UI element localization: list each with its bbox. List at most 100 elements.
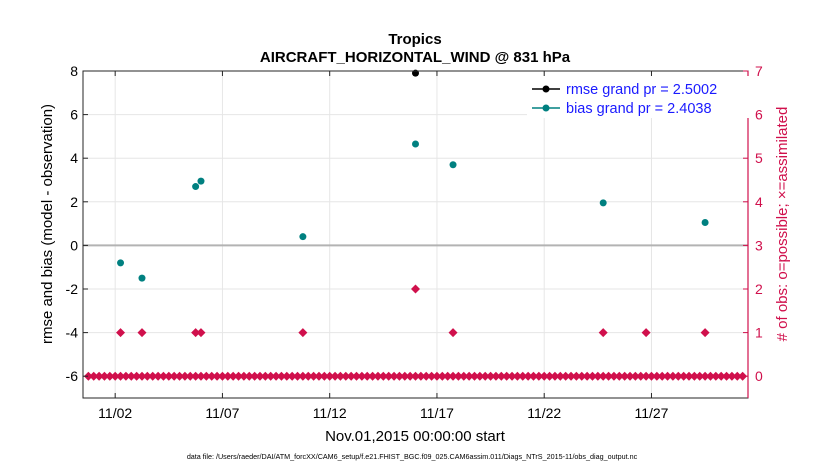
y-tick-label-left: -6	[66, 368, 79, 384]
bias-point	[197, 177, 205, 185]
bias-point	[449, 161, 457, 169]
bias-point	[599, 199, 607, 207]
obs-count-marker	[464, 371, 474, 381]
axis-ticks: 11/02 11/07 11/12 11/17 11/22 11/27 8 6 4 2 0 -2 -4 -…	[66, 63, 763, 421]
obs-count-marker	[89, 371, 99, 381]
obs-count-marker	[362, 371, 372, 381]
data-file-footer: data file: /Users/raeder/DAI/ATM_forcXX/…	[187, 452, 638, 461]
obs-count-marker	[175, 371, 185, 381]
obs-count-marker	[534, 371, 544, 381]
legend-rmse-marker	[542, 85, 550, 93]
x-tick-label: 11/17	[420, 405, 454, 421]
y-tick-label-right: 4	[755, 194, 763, 210]
x-tick-label: 11/02	[98, 405, 132, 421]
obs-count-marker	[250, 371, 260, 381]
obs-count-marker	[609, 371, 619, 381]
obs-count-marker	[523, 371, 533, 381]
obs-count-marker	[507, 371, 517, 381]
obs-count-marker-nonzero	[700, 328, 710, 338]
legend-bias-marker	[542, 104, 550, 112]
obs-count-marker	[496, 371, 506, 381]
obs-count-marker	[110, 371, 120, 381]
obs-count-marker	[545, 371, 555, 381]
y-axis-label-left: rmse and bias (model - observation)	[39, 104, 56, 344]
obs-count-marker	[105, 371, 115, 381]
obs-count-marker	[405, 371, 415, 381]
obs-count-marker	[684, 371, 694, 381]
obs-count-marker	[234, 371, 244, 381]
y-axis-label-right: # of obs: o=possible; ×=assimilated	[774, 107, 791, 342]
obs-count-marker	[582, 371, 592, 381]
y-tick-label-left: 8	[70, 63, 78, 79]
obs-count-marker	[255, 371, 265, 381]
obs-count-zero-marker	[196, 371, 206, 381]
obs-count-marker	[378, 371, 388, 381]
bias-point	[412, 140, 419, 148]
y-tick-label-right: 0	[755, 368, 763, 384]
y-tick-label-left: 0	[70, 237, 78, 253]
obs-count-marker	[212, 371, 222, 381]
obs-count-marker	[716, 371, 726, 381]
obs-count-marker	[443, 371, 453, 381]
obs-count-marker	[384, 371, 394, 381]
plot-background	[83, 71, 748, 398]
obs-count-marker	[158, 371, 168, 381]
x-tick-label: 11/07	[205, 405, 239, 421]
obs-count-marker	[142, 371, 152, 381]
obs-count-marker	[314, 371, 324, 381]
obs-count-marker-nonzero	[137, 328, 147, 338]
obs-count-marker-nonzero	[641, 328, 651, 338]
legend: rmse grand pr = 2.5002 bias grand pr = 2…	[527, 76, 751, 118]
obs-count-marker	[266, 371, 276, 381]
obs-count-marker	[469, 371, 479, 381]
obs-count-marker	[201, 371, 211, 381]
data-marks	[83, 69, 748, 381]
y-tick-label-right: 1	[755, 325, 763, 341]
obs-count-marker	[83, 371, 93, 381]
obs-count-marker	[732, 371, 742, 381]
obs-count-marker	[689, 371, 699, 381]
obs-count-marker	[330, 371, 340, 381]
obs-count-zero-marker	[448, 371, 458, 381]
obs-count-marker	[319, 371, 329, 381]
obs-count-marker	[587, 371, 597, 381]
obs-count-marker	[668, 371, 678, 381]
obs-count-marker	[636, 371, 646, 381]
legend-box	[527, 76, 751, 118]
obs-count-marker	[180, 371, 190, 381]
obs-count-marker	[357, 371, 367, 381]
obs-count-marker-nonzero	[116, 328, 126, 338]
obs-count-marker	[303, 371, 313, 381]
obs-count-marker	[368, 371, 378, 381]
y-tick-label-right: 2	[755, 281, 763, 297]
obs-count-marker	[437, 371, 447, 381]
bias-point	[138, 274, 146, 282]
obs-count-marker	[228, 371, 238, 381]
obs-count-marker	[663, 371, 673, 381]
y-tick-label-left: 6	[70, 107, 78, 123]
obs-count-marker	[630, 371, 640, 381]
obs-count-marker	[260, 371, 270, 381]
obs-count-marker-nonzero	[191, 328, 201, 338]
obs-count-marker	[459, 371, 469, 381]
obs-count-marker-nonzero	[598, 328, 608, 338]
obs-count-marker	[550, 371, 560, 381]
obs-count-marker	[394, 371, 404, 381]
x-tick-label: 11/12	[313, 405, 347, 421]
obs-count-marker	[132, 371, 142, 381]
y-tick-label-right: 5	[755, 150, 763, 166]
obs-count-zero-marker	[411, 371, 420, 381]
obs-count-marker	[577, 371, 587, 381]
obs-count-marker	[480, 371, 490, 381]
obs-count-zero-marker	[116, 371, 126, 381]
obs-count-marker	[475, 371, 485, 381]
y-tick-label-left: -2	[66, 281, 79, 297]
y-tick-label-left: -4	[66, 325, 79, 341]
obs-count-marker	[486, 371, 496, 381]
obs-count-marker	[593, 371, 603, 381]
grid-lines	[83, 70, 748, 398]
obs-count-marker	[94, 371, 104, 381]
obs-count-zero-marker	[137, 371, 147, 381]
obs-count-marker	[727, 371, 737, 381]
obs-count-marker	[416, 371, 426, 381]
